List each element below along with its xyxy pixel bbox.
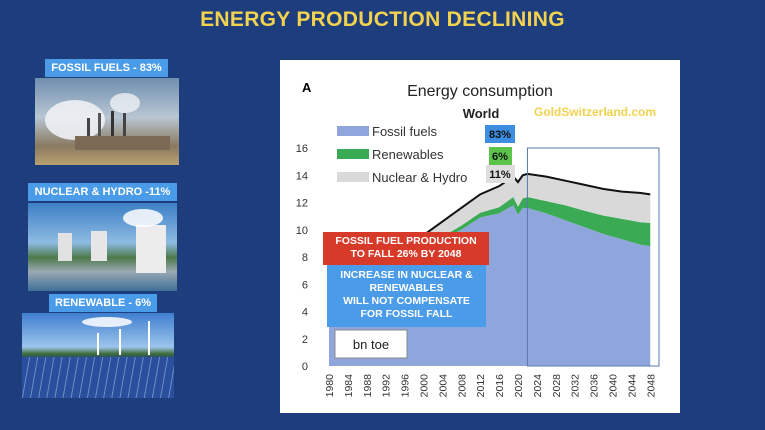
x-tick-label: 1980 bbox=[324, 374, 336, 398]
badge-fossil-share-bg bbox=[485, 125, 515, 143]
chart-title: Energy consumption bbox=[407, 83, 553, 100]
legend-fossil: Fossil fuels bbox=[372, 124, 438, 139]
x-tick-label: 2020 bbox=[513, 374, 525, 398]
x-tick-label: 2016 bbox=[494, 374, 506, 398]
badge-renewables-share-bg bbox=[489, 147, 512, 165]
x-tick-label: 1984 bbox=[343, 374, 355, 398]
y-tick-label: 6 bbox=[302, 279, 308, 291]
y-tick-label: 10 bbox=[296, 225, 308, 237]
chart-subtitle: World bbox=[463, 106, 500, 121]
x-tick-label: 2032 bbox=[570, 374, 582, 398]
watermark: GoldSwitzerland.com bbox=[534, 105, 656, 119]
red-note: FOSSIL FUEL PRODUCTION TO FALL 26% BY 20… bbox=[323, 232, 489, 265]
nuclear-hydro-label: NUCLEAR & HYDRO -11% bbox=[28, 183, 177, 201]
x-tick-label: 2036 bbox=[589, 374, 601, 398]
blue-note-line: WILL NOT COMPENSATE bbox=[343, 295, 470, 307]
x-tick-label: 2000 bbox=[418, 374, 430, 398]
panel-letter: A bbox=[302, 80, 312, 95]
x-tick-label: 2044 bbox=[626, 374, 638, 398]
badge-fossil-share: 83% bbox=[489, 129, 511, 141]
y-tick-label: 2 bbox=[302, 334, 308, 346]
badge-nuclear-share-bg bbox=[486, 165, 515, 183]
badge-renewables-share: 6% bbox=[492, 151, 508, 163]
area-renewables bbox=[329, 197, 651, 281]
x-tick-label: 2004 bbox=[437, 374, 449, 398]
unit-label: bn toe bbox=[353, 337, 389, 352]
y-tick-label: 4 bbox=[302, 307, 308, 319]
chart-panel: 0 2 4 6 8 10 12 14 16 1980 1984 1988 1992 1996 2000 20… bbox=[280, 60, 680, 413]
y-tick-label: 12 bbox=[296, 198, 308, 210]
legend-swatch-fossil bbox=[337, 126, 369, 136]
slide-title: ENERGY PRODUCTION DECLINING bbox=[200, 8, 565, 31]
x-tick-label: 2024 bbox=[532, 374, 544, 398]
y-tick-label: 14 bbox=[296, 170, 308, 182]
blue-note-line: FOR FOSSIL FALL bbox=[360, 308, 453, 320]
legend-swatch-renewables bbox=[337, 149, 369, 159]
legend-renewables: Renewables bbox=[372, 147, 444, 162]
unit-box bbox=[334, 329, 408, 359]
x-tick-label: 2048 bbox=[645, 374, 657, 398]
fossil-fuels-label: FOSSIL FUELS - 83% bbox=[45, 59, 168, 77]
blue-note-line: INCREASE IN NUCLEAR & bbox=[340, 269, 473, 281]
x-tick-label: 2040 bbox=[607, 374, 619, 398]
projection-box bbox=[526, 147, 660, 367]
red-note-line: FOSSIL FUEL PRODUCTION bbox=[335, 235, 477, 247]
renewable-label: RENEWABLE - 6% bbox=[49, 294, 157, 312]
y-tick-label: 8 bbox=[302, 252, 308, 264]
blue-note-line: RENEWABLES bbox=[369, 282, 444, 294]
x-tick-label: 1988 bbox=[362, 374, 374, 398]
x-tick-label: 2012 bbox=[475, 374, 487, 398]
y-tick-label: 0 bbox=[302, 361, 308, 373]
y-tick-label: 16 bbox=[296, 143, 308, 155]
badge-nuclear-share: 11% bbox=[489, 169, 511, 181]
solar-wind-image bbox=[22, 313, 174, 398]
nuclear-plant-image bbox=[28, 203, 177, 291]
legend-swatch-nuclear-hydro bbox=[337, 172, 369, 182]
x-tick-label: 2008 bbox=[456, 374, 468, 398]
blue-note: INCREASE IN NUCLEAR & RENEWABLES WILL NO… bbox=[327, 265, 486, 327]
x-tick-label: 1996 bbox=[400, 374, 412, 398]
coal-power-plant-image bbox=[35, 78, 179, 165]
x-tick-label: 2028 bbox=[551, 374, 563, 398]
red-note-line: TO FALL 26% BY 2048 bbox=[350, 248, 462, 260]
x-tick-label: 1992 bbox=[381, 374, 393, 398]
legend-nuclear-hydro: Nuclear & Hydro bbox=[372, 170, 467, 185]
